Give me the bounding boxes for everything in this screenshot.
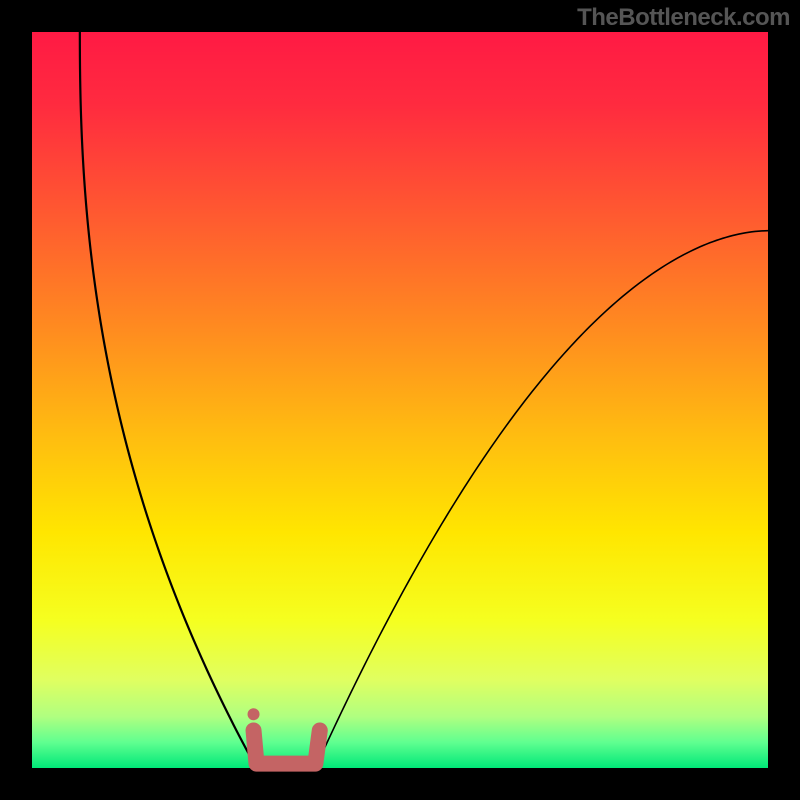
minimum-dot xyxy=(248,708,260,720)
watermark-text: TheBottleneck.com xyxy=(577,4,790,32)
bottleneck-chart xyxy=(0,0,800,800)
chart-background xyxy=(32,32,768,768)
chart-frame: TheBottleneck.com xyxy=(0,0,800,800)
